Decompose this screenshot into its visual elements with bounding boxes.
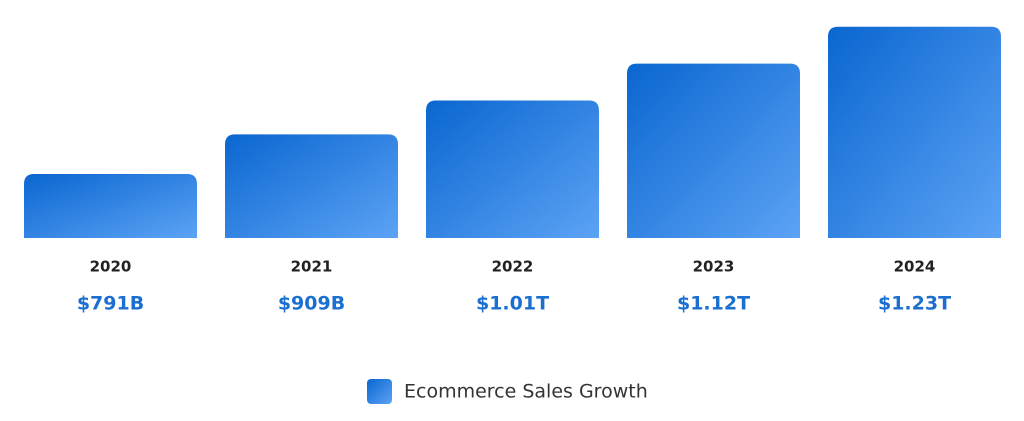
legend-swatch <box>367 379 392 404</box>
x-tick-label: 2023 <box>693 258 735 276</box>
value-label: $1.01T <box>476 293 549 315</box>
value-label: $1.12T <box>677 293 750 315</box>
value-label: $791B <box>77 293 144 315</box>
legend-label: Ecommerce Sales Growth <box>404 381 648 403</box>
x-tick-label: 2022 <box>492 258 534 276</box>
bar <box>828 26 1001 239</box>
x-tick-label: 2021 <box>291 258 333 276</box>
x-tick-label: 2024 <box>894 258 936 276</box>
value-label: $909B <box>278 293 345 315</box>
bar <box>426 100 599 238</box>
bar <box>24 173 197 238</box>
bar <box>225 134 398 238</box>
x-tick-label: 2020 <box>90 258 132 276</box>
bar <box>627 63 800 238</box>
value-label: $1.23T <box>878 293 951 315</box>
